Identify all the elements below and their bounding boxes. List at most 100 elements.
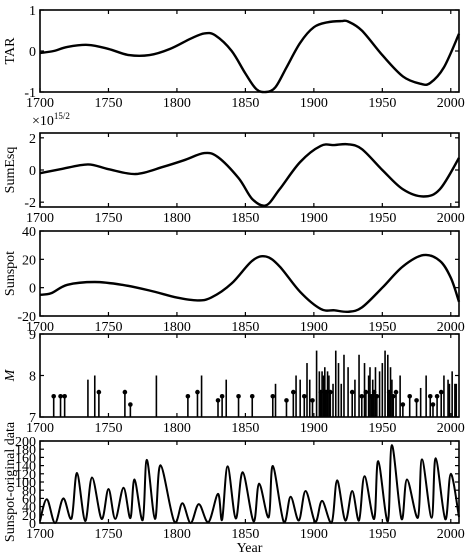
x-tick-label: 1850 bbox=[231, 527, 259, 542]
x-tick-label: 1900 bbox=[300, 320, 328, 335]
magnitude-marker bbox=[327, 389, 333, 395]
x-tick-label: 1900 bbox=[300, 211, 328, 226]
magnitude-marker bbox=[128, 402, 133, 407]
x-tick-label: 1700 bbox=[26, 527, 54, 542]
y-tick-label: 40 bbox=[22, 225, 36, 240]
magnitude-marker bbox=[301, 393, 307, 399]
scale-factor-exponent: 15/2 bbox=[54, 111, 70, 121]
magnitude-marker bbox=[270, 393, 276, 399]
y-tick-label: 40 bbox=[22, 501, 36, 516]
y-axis-label: Sunspot-original data bbox=[3, 421, 18, 542]
x-tick-label: 2000 bbox=[437, 320, 465, 335]
x-tick-label: 1700 bbox=[26, 96, 54, 111]
magnitude-marker bbox=[62, 393, 67, 399]
magnitude-marker bbox=[310, 398, 315, 403]
y-axis-label: Sunspot bbox=[3, 251, 18, 296]
y-tick-label: 140 bbox=[15, 460, 36, 475]
series-line bbox=[39, 253, 461, 314]
y-tick-label: 200 bbox=[15, 435, 36, 450]
magnitude-marker bbox=[359, 393, 365, 399]
x-tick-label: 1750 bbox=[94, 320, 122, 335]
plot-frame bbox=[39, 230, 460, 317]
y-tick-label: 60 bbox=[22, 492, 36, 507]
magnitude-marker bbox=[349, 389, 355, 395]
magnitude-marker bbox=[438, 389, 444, 395]
x-tick-label: 2000 bbox=[437, 96, 465, 111]
x-tick-label: 2000 bbox=[437, 421, 465, 436]
magnitude-marker bbox=[434, 393, 440, 399]
y-axis-label: TAR bbox=[3, 37, 18, 65]
magnitude-marker bbox=[96, 389, 102, 395]
y-tick-label: -1 bbox=[24, 86, 36, 101]
x-tick-label: 1800 bbox=[163, 96, 191, 111]
y-tick-label: -2 bbox=[24, 196, 36, 211]
x-tick-label: 1850 bbox=[231, 320, 259, 335]
series-line bbox=[39, 444, 460, 525]
y-tick-label: 1 bbox=[29, 4, 36, 19]
x-tick-label: 1850 bbox=[231, 96, 259, 111]
x-tick-label: 2000 bbox=[437, 211, 465, 226]
panel-sunspot: 1700 1750 1800 1850 1900 1950 2000 -20 0 20 40 Suns… bbox=[3, 225, 465, 335]
x-tick-label: 1750 bbox=[94, 96, 122, 111]
x-tick-label: 1700 bbox=[26, 320, 54, 335]
magnitude-marker bbox=[215, 398, 221, 403]
y-tick-label: 100 bbox=[15, 476, 36, 491]
x-tick-label: 1900 bbox=[300, 421, 328, 436]
magnitude-marker bbox=[51, 393, 56, 399]
x-tick-label: 1800 bbox=[163, 320, 191, 335]
magnitude-marker bbox=[390, 393, 396, 399]
magnitude-marker bbox=[363, 389, 369, 395]
panel-tar: 1700 1750 1800 1850 1900 1950 2000 -1 0 1 TAR bbox=[3, 4, 465, 111]
magnitude-marker bbox=[236, 393, 241, 399]
y-tick-label: 0 bbox=[29, 164, 36, 179]
x-tick-label: 1950 bbox=[368, 211, 396, 226]
x-tick-label: 1850 bbox=[231, 421, 259, 436]
x-tick-label: 1800 bbox=[163, 211, 191, 226]
y-tick-label: 0 bbox=[29, 517, 36, 532]
scale-factor-base: ×10 bbox=[32, 114, 54, 129]
x-tick-label: 1800 bbox=[163, 527, 191, 542]
magnitude-marker bbox=[393, 389, 399, 395]
series-line bbox=[39, 19, 461, 94]
magnitude-marker bbox=[430, 402, 436, 407]
panel-magnitude: 1700 1750 1800 1850 1900 1950 2000 7 8 9 M bbox=[3, 328, 465, 436]
y-tick-label: 9 bbox=[29, 328, 36, 343]
magnitude-marker bbox=[427, 393, 433, 399]
y-tick-label: 120 bbox=[15, 468, 36, 483]
x-tick-label: 1950 bbox=[368, 96, 396, 111]
y-axis-label: M bbox=[3, 368, 18, 382]
magnitude-marker bbox=[249, 393, 255, 399]
x-tick-label: 1750 bbox=[94, 421, 122, 436]
magnitude-marker bbox=[185, 393, 191, 399]
x-tick-label: 1900 bbox=[300, 527, 328, 542]
y-tick-label: -20 bbox=[17, 310, 36, 325]
x-tick-label: 1950 bbox=[368, 320, 396, 335]
x-tick-label: 1750 bbox=[94, 527, 122, 542]
x-tick-label: 1800 bbox=[163, 421, 191, 436]
y-tick-label: 160 bbox=[15, 451, 36, 466]
magnitude-marker bbox=[374, 393, 380, 399]
magnitude-marker bbox=[122, 389, 128, 395]
magnitude-marker bbox=[284, 398, 289, 403]
y-tick-label: 8 bbox=[29, 370, 36, 385]
magnitude-marker bbox=[407, 393, 413, 399]
panel-sumesq: 1700 1750 1800 1850 1900 1950 2000 -2 0 2 SumEsq ×1… bbox=[3, 111, 465, 226]
magnitude-marker bbox=[219, 393, 225, 399]
x-tick-label: 1850 bbox=[231, 211, 259, 226]
y-tick-label: 7 bbox=[29, 411, 36, 426]
x-axis-label: Year bbox=[237, 541, 263, 555]
x-tick-label: 1900 bbox=[300, 96, 328, 111]
y-tick-label: 2 bbox=[29, 132, 36, 147]
y-tick-label: 180 bbox=[15, 443, 36, 458]
magnitude-marker bbox=[291, 389, 296, 395]
x-tick-label: 1750 bbox=[94, 211, 122, 226]
y-tick-label: 0 bbox=[29, 45, 36, 60]
y-axis-label: SumEsq bbox=[3, 147, 18, 194]
panel-sunspot-original: 1700 1750 1800 1850 1900 1950 2000 020406080100… bbox=[3, 421, 465, 555]
x-tick-label: 1950 bbox=[368, 421, 396, 436]
magnitude-marker bbox=[414, 398, 419, 403]
y-tick-label: 20 bbox=[22, 509, 36, 524]
y-tick-label: 20 bbox=[22, 253, 36, 268]
x-tick-label: 1950 bbox=[368, 527, 396, 542]
